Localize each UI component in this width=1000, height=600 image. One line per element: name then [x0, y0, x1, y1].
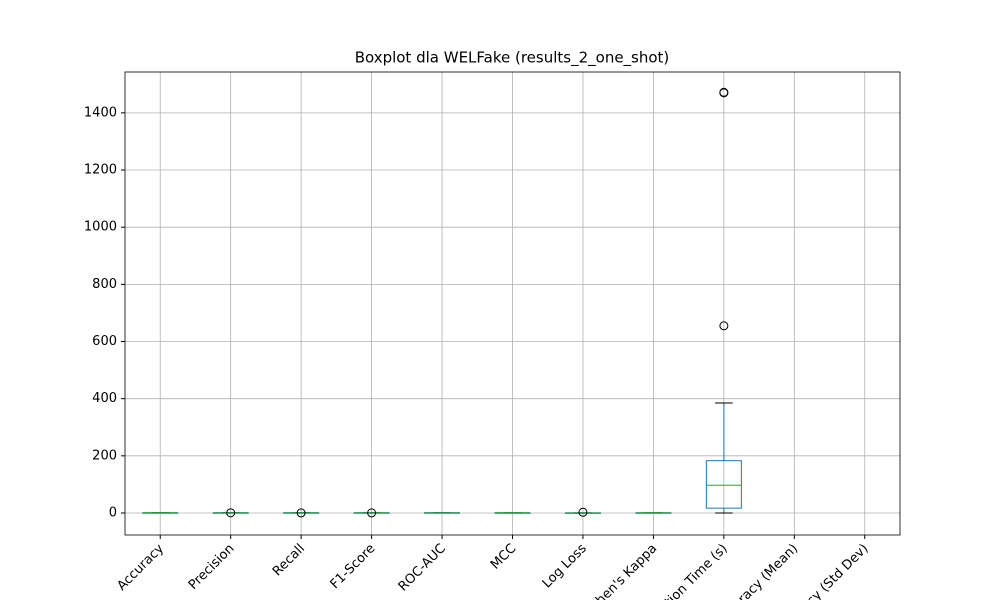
plot-frame — [124, 71, 901, 536]
box — [705, 460, 742, 509]
y-tick-label: 0 — [109, 505, 117, 520]
box-group — [283, 508, 320, 518]
flier — [367, 508, 377, 518]
grid — [125, 72, 900, 535]
flier — [296, 508, 306, 518]
y-tick-label: 1000 — [84, 220, 117, 235]
y-tick-label: 800 — [92, 277, 117, 292]
y-tick-label: 1200 — [84, 163, 117, 178]
box-group — [142, 512, 179, 514]
flier — [719, 87, 729, 97]
chart-title: Boxplot dla WELFake (results_2_one_shot) — [355, 49, 670, 68]
box-group — [494, 512, 531, 514]
box-group — [564, 507, 601, 517]
box-group — [212, 508, 249, 518]
box-group — [353, 508, 390, 518]
box-group — [635, 512, 672, 514]
flier — [226, 508, 236, 518]
box-group — [424, 512, 461, 514]
flier — [578, 507, 588, 517]
y-tick-label: 200 — [92, 448, 117, 463]
y-tick-label: 1400 — [84, 105, 117, 120]
box-group — [705, 87, 742, 514]
y-tick-label: 600 — [92, 334, 117, 349]
y-tick-label: 400 — [92, 391, 117, 406]
flier — [719, 321, 729, 331]
